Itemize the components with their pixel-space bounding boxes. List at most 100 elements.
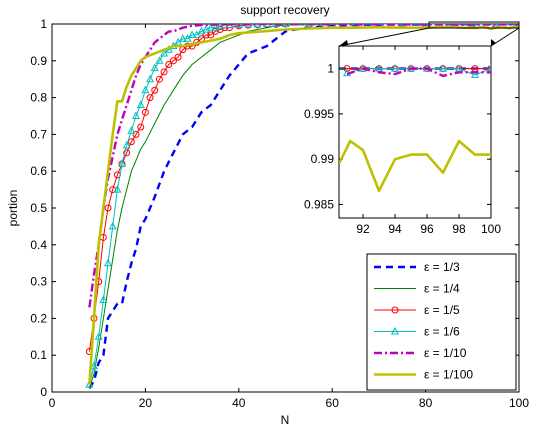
main-series-3-marker — [146, 94, 154, 102]
main-y-tick-label: 0.2 — [30, 311, 47, 325]
zoom-connector-left — [338, 27, 430, 47]
main-series-3-marker — [127, 138, 135, 146]
main-y-tick-label: 0.3 — [30, 275, 47, 289]
legend-marker-3 — [391, 306, 399, 314]
zoom-arrow-head-left — [339, 40, 348, 46]
main-series-4-marker — [234, 24, 243, 28]
main-series-line-5 — [88, 24, 519, 308]
main-y-tick-label: 0.5 — [30, 201, 47, 215]
y-axis-label: portion — [6, 190, 20, 227]
inset-y-tick-label: 0.995 — [304, 107, 334, 121]
zoom-region-box — [428, 21, 520, 29]
inset-x-tick-label: 100 — [481, 222, 501, 236]
main-series-4-marker — [272, 24, 281, 27]
main-series-4-marker — [253, 24, 262, 28]
legend-label-5: ε = 1/10 — [424, 346, 467, 360]
inset-series-line-6 — [339, 139, 491, 193]
main-series-3-marker — [211, 27, 219, 35]
main-series-line-6 — [88, 25, 519, 385]
inset-series-3-marker — [343, 65, 351, 73]
main-series-4-marker — [183, 34, 192, 42]
main-series-3-marker — [132, 130, 140, 138]
main-series-4-marker — [99, 295, 108, 303]
main-series-4-marker — [122, 140, 131, 149]
main-series-3-marker — [104, 204, 112, 212]
main-x-tick-label: 100 — [509, 396, 529, 410]
legend-label-6: ε = 1/100 — [424, 368, 473, 382]
main-series-4-marker — [468, 24, 477, 27]
inset-x-tick-label: 92 — [356, 222, 370, 236]
inset-series-line-5 — [346, 67, 491, 78]
main-series-4-marker — [136, 100, 145, 108]
main-series-4-marker — [89, 361, 99, 370]
legend-marker-4 — [390, 326, 400, 335]
main-x-tick-label: 80 — [419, 396, 433, 410]
main-x-tick-label: 60 — [326, 396, 340, 410]
main-axis-ticks: 0 20 40 60 80 100 0 0.1 0.2 0.3 0.4 0.5 0.6 0.7 0.8 0.9… — [30, 17, 529, 410]
inset-series-4-marker — [438, 64, 448, 72]
main-series-3-marker — [151, 86, 159, 94]
main-series-4-marker — [118, 159, 127, 167]
inset-series-3-marker — [487, 65, 491, 73]
main-y-tick-label: 0.7 — [30, 127, 47, 141]
main-y-tick-label: 0.8 — [30, 91, 47, 105]
main-y-tick-label: 0.6 — [30, 164, 47, 178]
legend-label-4: ε = 1/6 — [424, 325, 460, 339]
main-y-tick-label: 0 — [40, 385, 47, 399]
main-series-3-marker — [174, 53, 182, 61]
inset-series-4-marker — [390, 64, 400, 72]
main-series-4-marker — [244, 24, 253, 28]
main-series-4-marker — [206, 24, 215, 31]
legend: ε = 1/3 ε = 1/4 ε = 1/5 ε = 1/6 ε = 1/10 ε = … — [374, 260, 473, 382]
main-series-4-marker — [262, 24, 271, 27]
main-series-4-marker — [113, 185, 122, 193]
main-series-4-marker — [141, 85, 150, 94]
main-series-4-marker — [104, 258, 113, 267]
inset-plot-frame — [338, 45, 492, 219]
main-series-4-marker — [178, 34, 187, 42]
main-x-tick-label: 0 — [49, 396, 56, 410]
main-series-group — [85, 24, 519, 389]
legend-label-1: ε = 1/3 — [424, 260, 460, 274]
legend-label-3: ε = 1/5 — [424, 303, 460, 317]
legend-label-2: ε = 1/4 — [424, 282, 460, 296]
main-series-4-marker — [127, 126, 136, 134]
inset-x-tick-label: 94 — [388, 222, 402, 236]
inset-x-tick-label: 96 — [420, 222, 434, 236]
main-series-4-marker — [304, 24, 313, 27]
main-series-3-marker — [141, 108, 149, 116]
main-x-tick-label: 20 — [139, 396, 153, 410]
main-series-3-marker — [137, 123, 145, 131]
main-series-4-marker — [281, 24, 290, 27]
main-series-3-marker — [207, 31, 215, 39]
main-series-3-marker — [123, 149, 131, 157]
x-axis-label: N — [281, 413, 290, 427]
inset-y-tick-label: 0.985 — [304, 197, 334, 211]
main-series-4-marker — [160, 48, 169, 57]
inset-y-tick-label: 0.99 — [311, 152, 335, 166]
main-y-tick-label: 0.4 — [30, 238, 47, 252]
inset-x-tick-label: 98 — [452, 222, 466, 236]
main-series-3-marker — [165, 60, 173, 68]
main-series-4-marker — [146, 74, 155, 83]
main-series-4-marker — [94, 332, 103, 340]
main-series-4-marker — [155, 56, 164, 64]
main-series-4-marker — [150, 63, 159, 72]
main-series-4-marker — [85, 380, 94, 388]
main-y-tick-label: 0.9 — [30, 54, 47, 68]
legend-box — [366, 253, 517, 391]
main-series-3-marker — [169, 57, 177, 65]
main-x-tick-label: 40 — [232, 396, 246, 410]
inset-series-4-marker — [486, 64, 491, 72]
inset-series-group — [339, 64, 491, 193]
main-series-4-marker — [188, 30, 197, 39]
main-series-3-marker — [155, 75, 163, 83]
main-series-3-marker — [160, 68, 168, 76]
main-series-4-marker — [132, 111, 141, 119]
chart-title: support recovery — [240, 3, 329, 17]
inset-axis-ticks: 92 94 96 98 100 0.985 0.99 0.995 1 — [304, 46, 501, 236]
main-series-4-marker — [108, 221, 117, 230]
main-y-tick-label: 1 — [40, 17, 47, 31]
inset-y-tick-label: 1 — [327, 62, 334, 76]
